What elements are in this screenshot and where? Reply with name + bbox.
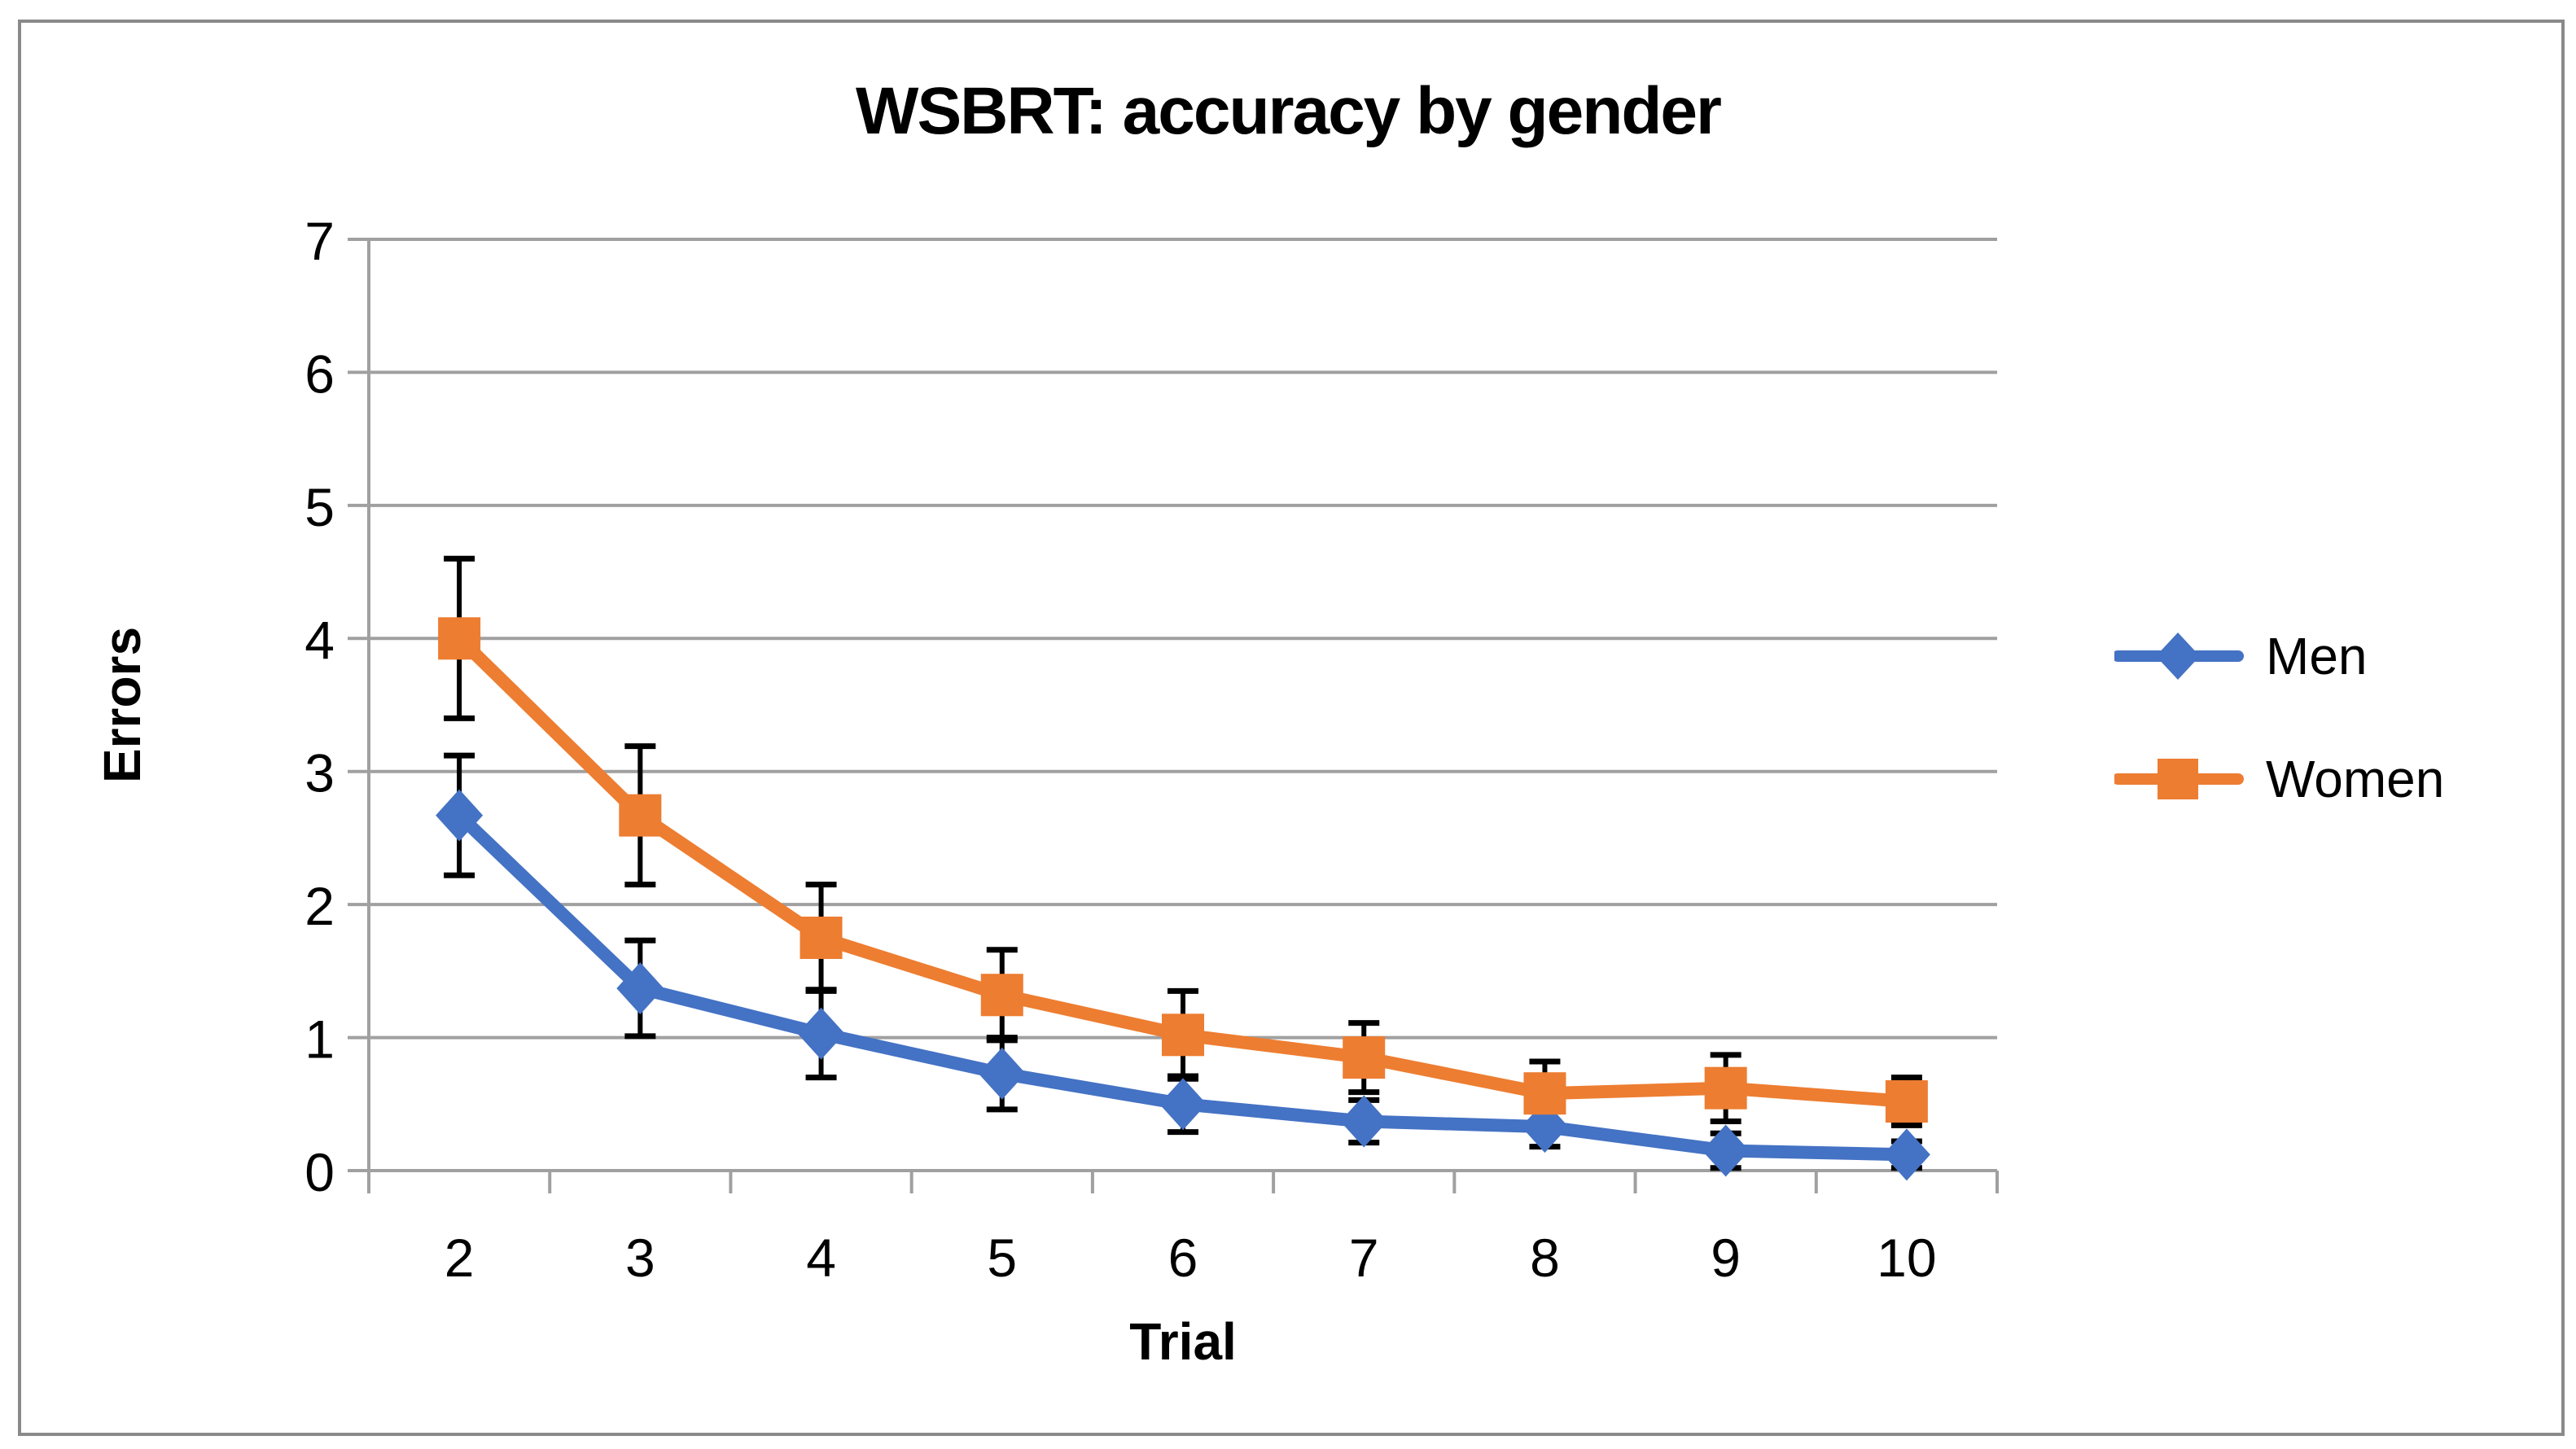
marker-women-7[interactable] [1343,1036,1386,1079]
marker-men-10[interactable] [1882,1128,1930,1181]
chart-title: WSBRT: accuracy by gender [856,74,1722,148]
marker-men-7[interactable] [1340,1095,1388,1148]
marker-women-8[interactable] [1523,1072,1566,1115]
x-tick-label-3: 3 [625,1228,655,1288]
marker-women-6[interactable] [1162,1013,1204,1057]
legend-item-women[interactable]: Women [2114,746,2444,812]
x-tick-label-9: 9 [1711,1228,1741,1288]
x-tick-label-2: 2 [445,1228,475,1288]
x-tick-label-7: 7 [1349,1228,1379,1288]
marker-men-3[interactable] [616,962,664,1015]
marker-women-5[interactable] [980,974,1023,1017]
y-tick-label-1: 1 [304,1009,335,1070]
legend-label-men: Men [2266,627,2368,685]
marker-men-5[interactable] [978,1047,1026,1100]
x-tick-label-8: 8 [1530,1228,1560,1288]
y-tick-label-4: 4 [304,610,335,670]
chart-frame-border [18,20,2565,1436]
y-tick-label-3: 3 [304,743,335,803]
marker-men-2[interactable] [436,789,484,842]
x-tick-label-5: 5 [987,1228,1017,1288]
marker-men-9[interactable] [1702,1124,1750,1177]
y-tick-label-7: 7 [304,211,335,271]
y-tick-label-2: 2 [304,876,335,936]
x-axis-title: Trial [1129,1312,1237,1371]
marker-women-2[interactable] [438,617,481,660]
marker-women-10[interactable] [1885,1080,1928,1123]
legend-label-women: Women [2266,750,2445,808]
legend-square-marker [2158,759,2198,799]
legend: Men Women [2114,624,2444,812]
y-axis-title: Errors [93,626,151,784]
marker-women-9[interactable] [1704,1066,1747,1110]
marker-men-6[interactable] [1159,1078,1207,1131]
x-tick-label-4: 4 [806,1228,836,1288]
men-series-swatch-icon [2114,633,2244,680]
legend-item-men[interactable]: Men [2114,624,2444,689]
marker-men-4[interactable] [797,1007,845,1060]
y-tick-label-6: 6 [304,344,335,404]
y-tick-label-5: 5 [304,477,335,537]
x-tick-label-10: 10 [1877,1228,1936,1288]
x-tick-label-6: 6 [1168,1228,1198,1288]
legend-diamond-marker [2156,633,2200,680]
women-series-swatch-icon [2114,759,2244,799]
y-tick-label-0: 0 [304,1142,335,1202]
marker-women-3[interactable] [619,794,662,837]
marker-women-4[interactable] [800,917,843,959]
